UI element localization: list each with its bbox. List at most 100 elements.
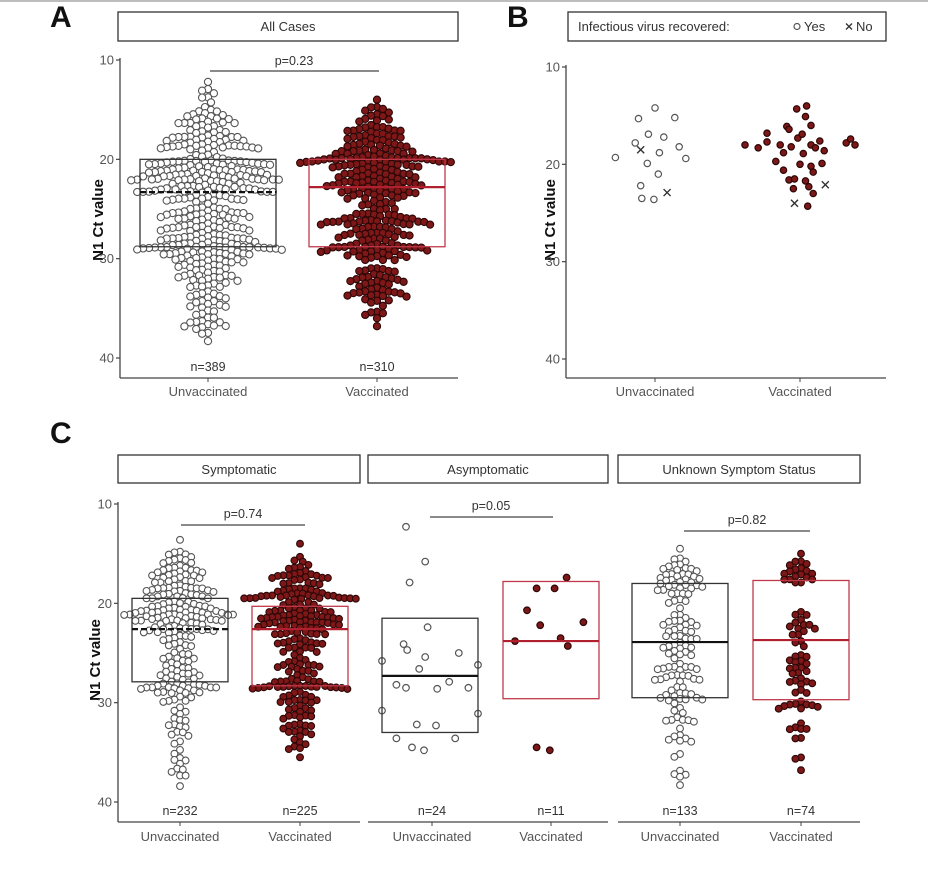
data-point-unvaccinated <box>421 653 430 661</box>
data-point-vaccinated <box>343 220 352 229</box>
data-point-unvaccinated <box>148 571 157 580</box>
data-point-unvaccinated <box>259 176 269 185</box>
data-point-unvaccinated <box>174 118 183 128</box>
data-point-vaccinated <box>323 574 332 582</box>
panel-c-x-label-asymptomatic-vaccinated: Vaccinated <box>519 829 582 844</box>
data-point-vaccinated <box>284 698 293 706</box>
data-point-unvaccinated <box>412 720 421 729</box>
data-point-vaccinated <box>384 296 393 305</box>
data-point-unvaccinated <box>230 174 239 183</box>
data-point-unvaccinated <box>217 616 226 625</box>
data-point-unvaccinated <box>653 586 662 595</box>
data-point-vaccinated-yes <box>754 144 763 152</box>
y-tick-label: 10 <box>100 53 114 68</box>
data-point-vaccinated <box>307 730 316 739</box>
data-point-unvaccinated <box>153 688 162 697</box>
panel-b-legend-yes: Yes <box>804 19 826 34</box>
box-unvaccinated <box>131 597 229 683</box>
data-point-vaccinated <box>318 639 327 648</box>
data-point-unvaccinated <box>174 273 183 282</box>
data-point-vaccinated <box>355 252 364 261</box>
data-point-unvaccinated <box>156 236 165 245</box>
panel-c-p-value-unknown: p=0.82 <box>728 513 767 527</box>
data-point-vaccinated-yes <box>796 160 804 169</box>
data-point-vaccinated <box>802 667 811 676</box>
data-point-vaccinated <box>284 745 293 754</box>
data-point-vaccinated <box>321 630 330 639</box>
data-point-unvaccinated <box>392 680 401 689</box>
data-point-unvaccinated <box>167 767 176 776</box>
data-point-unvaccinated <box>664 649 673 658</box>
data-point-vaccinated <box>390 255 399 265</box>
data-point-vaccinated-yes <box>792 105 801 113</box>
data-point-unvaccinated <box>218 143 227 152</box>
data-point-unvaccinated <box>432 721 440 730</box>
data-point-unvaccinated <box>159 250 168 259</box>
panel-c-x-label-unknown-vaccinated: Vaccinated <box>769 829 832 844</box>
data-point-vaccinated <box>284 643 293 652</box>
data-point-vaccinated-yes <box>815 137 824 145</box>
data-point-unvaccinated <box>254 144 263 153</box>
data-point-unvaccinated <box>192 310 201 319</box>
data-point-unvaccinated <box>692 665 701 674</box>
data-point-unvaccinated <box>221 321 230 331</box>
data-point-unvaccinated <box>181 688 190 697</box>
data-point-vaccinated <box>268 574 277 582</box>
data-point-unvaccinated <box>186 318 195 327</box>
panel-c-swarm <box>120 522 822 791</box>
data-point-unvaccinated <box>664 582 673 591</box>
panel-b-y-axis-title: N1 Ct value <box>542 179 559 261</box>
data-point-vaccinated <box>791 610 800 619</box>
data-point-unvaccinated-yes <box>670 113 679 122</box>
panel-c-x-label-unknown-unvaccinated: Unvaccinated <box>641 829 720 844</box>
data-point-vaccinated <box>813 702 822 711</box>
data-point-vaccinated <box>361 106 370 115</box>
data-point-unvaccinated <box>186 302 195 311</box>
data-point-vaccinated <box>810 624 819 633</box>
panel-c-n-symptomatic-vaccinated: n=225 <box>282 804 317 818</box>
data-point-vaccinated <box>788 630 797 639</box>
data-point-unvaccinated <box>176 745 184 754</box>
data-point-unvaccinated <box>209 587 218 596</box>
data-point-unvaccinated <box>144 168 154 177</box>
data-point-vaccinated <box>334 233 343 242</box>
data-point-vaccinated-yes <box>846 135 855 143</box>
data-point-vaccinated <box>307 698 316 707</box>
data-point-vaccinated <box>372 322 382 331</box>
panel-b-points <box>611 102 859 211</box>
data-point-vaccinated-yes <box>787 143 796 151</box>
data-point-vaccinated <box>408 147 417 156</box>
data-point-unvaccinated-yes <box>636 181 645 190</box>
data-point-unvaccinated <box>131 616 140 625</box>
data-point-vaccinated-yes <box>790 175 799 183</box>
panel-a-p-value: p=0.23 <box>275 54 314 68</box>
data-point-unvaccinated <box>184 731 193 740</box>
data-point-unvaccinated <box>239 208 248 218</box>
panel-c-n-unknown-unvaccinated: n=133 <box>662 804 697 818</box>
data-point-vaccinated-yes <box>802 102 811 110</box>
data-point-vaccinated-yes <box>763 129 771 138</box>
data-point-unvaccinated <box>667 589 676 598</box>
data-point-unvaccinated <box>392 734 401 743</box>
data-point-vaccinated <box>562 573 571 582</box>
data-point-vaccinated-yes <box>801 112 810 121</box>
panel-b-y-ticks: 10 20 30 40 <box>546 60 566 367</box>
data-point-unvaccinated <box>233 276 242 285</box>
data-point-vaccinated <box>791 754 800 763</box>
panel-a-n-vaccinated: n=310 <box>359 360 394 374</box>
panel-c-strip-title-asymptomatic: Asymptomatic <box>447 462 529 477</box>
data-point-vaccinated <box>780 575 789 584</box>
data-point-unvaccinated <box>183 112 192 121</box>
data-point-vaccinated <box>446 157 455 167</box>
data-point-vaccinated <box>808 575 817 584</box>
data-point-vaccinated <box>797 704 805 713</box>
data-point-unvaccinated <box>230 118 239 128</box>
data-point-vaccinated <box>785 622 794 631</box>
data-point-vaccinated <box>536 621 545 630</box>
data-point-unvaccinated <box>408 743 416 752</box>
data-point-unvaccinated <box>159 559 168 568</box>
data-point-vaccinated-yes <box>771 157 780 166</box>
y-tick-label: 30 <box>98 695 112 710</box>
data-point-unvaccinated <box>133 245 142 254</box>
